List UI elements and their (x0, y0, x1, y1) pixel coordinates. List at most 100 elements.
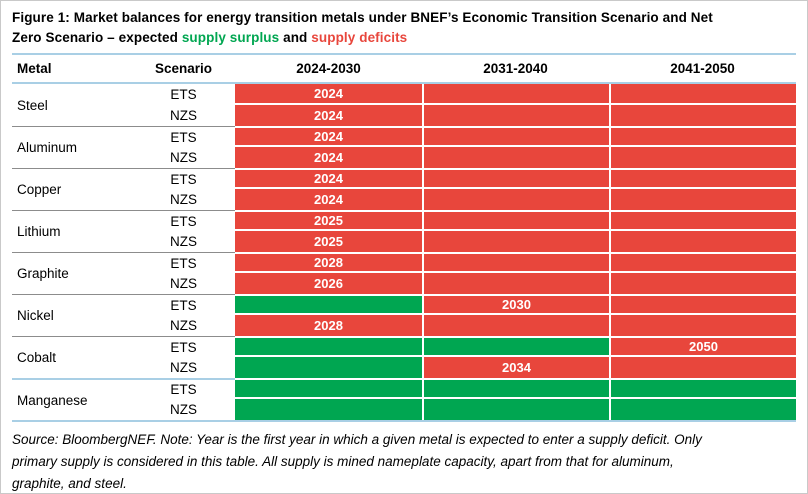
metal-group-lithium: Lithium ETS 2025 NZS 2025 (12, 210, 796, 252)
scenario-label: NZS (170, 360, 197, 375)
metal-label: Nickel (12, 294, 132, 336)
balance-cell-deficit (422, 84, 609, 105)
table-body: Steel ETS 2024 NZS 2024 Aluminum ETS 2024 NZS 202… (12, 84, 796, 422)
balance-cell-deficit (422, 315, 609, 336)
scenario-label: NZS (170, 108, 197, 123)
balance-cell-deficit (422, 273, 609, 294)
balance-cell-surplus (235, 357, 422, 378)
balance-cell-deficit (609, 294, 796, 315)
table-header-row: Metal Scenario 2024-2030 2031-2040 2041-… (12, 53, 796, 84)
balance-cell-deficit: 2034 (422, 357, 609, 378)
source-note: Source: BloombergNEF. Note: Year is the … (12, 429, 796, 493)
figure-title-line1: Figure 1: Market balances for energy tra… (12, 10, 713, 25)
balance-cell-deficit: 2024 (235, 189, 422, 210)
scenario-label: NZS (170, 318, 197, 333)
metal-label: Manganese (12, 378, 132, 420)
figure-title-line2: Zero Scenario – expected supply surplus … (12, 28, 796, 48)
balance-cell-deficit (422, 231, 609, 252)
col-header-2031-2040: 2031-2040 (483, 61, 548, 76)
figure-title: Figure 1: Market balances for energy tra… (12, 8, 796, 48)
scenario-label: ETS (132, 378, 235, 399)
source-note-line3: graphite, and steel. (12, 476, 127, 491)
metal-label: Cobalt (12, 336, 132, 378)
balance-cell-deficit (609, 231, 796, 252)
scenario-label: NZS (170, 150, 197, 165)
metal-group-graphite: Graphite ETS 2028 NZS 2026 (12, 252, 796, 294)
balance-cell-deficit: 2050 (609, 336, 796, 357)
metal-label: Steel (17, 97, 48, 113)
balance-cell-deficit: 2028 (235, 315, 422, 336)
balance-cell-deficit: 2024 (235, 105, 422, 126)
balance-cell-deficit (609, 84, 796, 105)
balance-cell-deficit (422, 147, 609, 168)
balance-cell-surplus (422, 399, 609, 420)
scenario-label: ETS (132, 210, 235, 231)
col-header-metal: Metal (17, 61, 52, 76)
balance-cell-deficit (609, 252, 796, 273)
balance-cell-deficit: 2024 (235, 84, 422, 105)
metal-group-aluminum: Aluminum ETS 2024 NZS 2024 (12, 126, 796, 168)
metal-label: Copper (12, 168, 132, 210)
metal-label: Aluminum (12, 126, 132, 168)
figure-title-and: and (279, 30, 312, 45)
scenario-label: ETS (132, 252, 235, 273)
figure-title-line2-prefix: Zero Scenario – expected (12, 30, 182, 45)
balance-cell-surplus (609, 378, 796, 399)
legend-surplus-label: supply surplus (181, 30, 280, 45)
balance-cell-deficit: 2025 (235, 231, 422, 252)
balance-cell-deficit (609, 210, 796, 231)
col-header-2041-2050: 2041-2050 (670, 61, 735, 76)
col-header-scenario: Scenario (154, 61, 213, 76)
balance-cell-deficit: 2028 (235, 252, 422, 273)
scenario-label: NZS (170, 402, 197, 417)
scenario-label: NZS (170, 276, 197, 291)
balance-cell-deficit: 2024 (235, 126, 422, 147)
metal-group-nickel: Nickel ETS 2030 NZS 2028 (12, 294, 796, 336)
balance-cell-deficit (422, 189, 609, 210)
col-header-2024-2030: 2024-2030 (296, 61, 361, 76)
metal-label: Graphite (12, 252, 132, 294)
balance-cell-deficit: 2024 (235, 147, 422, 168)
balance-cell-surplus (235, 399, 422, 420)
balance-cell-deficit (422, 210, 609, 231)
metal-group-cobalt: Cobalt ETS 2050 NZS 2034 (12, 336, 796, 378)
metal-group-copper: Copper ETS 2024 NZS 2024 (12, 168, 796, 210)
legend-deficit-label: supply deficits (311, 30, 408, 45)
metal-group-manganese: Manganese ETS NZS (12, 378, 796, 420)
scenario-label: ETS (132, 336, 235, 357)
scenario-label: ETS (132, 294, 235, 315)
metal-group-steel: Steel ETS 2024 NZS 2024 (12, 84, 796, 126)
balance-cell-surplus (422, 378, 609, 399)
balance-cell-surplus (235, 294, 422, 315)
scenario-label: ETS (132, 168, 235, 189)
metal-label: Lithium (12, 210, 132, 252)
balance-cell-deficit (609, 147, 796, 168)
balance-cell-surplus (235, 336, 422, 357)
balance-cell-deficit (422, 105, 609, 126)
balance-cell-surplus (422, 336, 609, 357)
market-balance-table: Metal Scenario 2024-2030 2031-2040 2041-… (12, 53, 796, 422)
balance-cell-surplus (235, 378, 422, 399)
balance-cell-deficit (609, 189, 796, 210)
balance-cell-deficit (609, 273, 796, 294)
balance-cell-deficit (609, 357, 796, 378)
source-note-line1: Source: BloombergNEF. Note: Year is the … (12, 432, 702, 447)
balance-cell-deficit (422, 252, 609, 273)
balance-cell-deficit (609, 315, 796, 336)
balance-cell-deficit (422, 126, 609, 147)
source-note-line2: primary supply is considered in this tab… (12, 454, 674, 469)
balance-cell-surplus (609, 399, 796, 420)
balance-cell-deficit: 2026 (235, 273, 422, 294)
balance-cell-deficit (422, 168, 609, 189)
scenario-label: NZS (170, 192, 197, 207)
scenario-label: NZS (170, 234, 197, 249)
balance-cell-deficit: 2024 (235, 168, 422, 189)
balance-cell-deficit (609, 168, 796, 189)
balance-cell-deficit: 2030 (422, 294, 609, 315)
scenario-label: ETS (170, 87, 197, 102)
balance-cell-deficit (609, 126, 796, 147)
scenario-label: ETS (132, 126, 235, 147)
balance-cell-deficit (609, 105, 796, 126)
balance-cell-deficit: 2025 (235, 210, 422, 231)
